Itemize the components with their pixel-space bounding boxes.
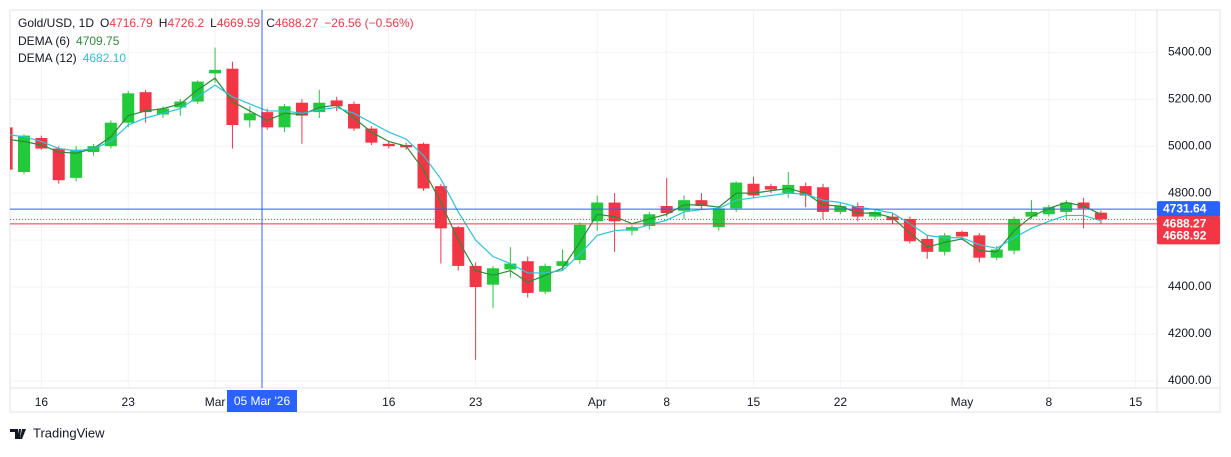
- candle-body: [417, 143, 430, 189]
- y-tick-label: 5000.00: [1168, 138, 1212, 152]
- x-tick-label: 8: [663, 395, 670, 409]
- ohlc-label: H: [159, 16, 168, 30]
- ohlc-value: 4726.2: [167, 16, 204, 30]
- candle-body: [521, 261, 534, 293]
- x-tick-label: 15: [1129, 395, 1143, 409]
- candle-body: [35, 137, 48, 149]
- candle-body: [539, 265, 552, 292]
- candle-body: [712, 208, 725, 228]
- candle-body: [799, 186, 812, 196]
- candle-body: [122, 93, 135, 123]
- x-tick-label: 16: [382, 395, 396, 409]
- y-tick-label: 4400.00: [1168, 279, 1212, 293]
- candle-body: [348, 103, 361, 129]
- dema-line: [10, 84, 1102, 274]
- candle-body: [591, 202, 604, 222]
- x-tick-label: 16: [35, 395, 49, 409]
- candle-body: [955, 231, 968, 237]
- plot: [10, 47, 1107, 360]
- candle-body: [730, 182, 743, 209]
- candle-body: [156, 108, 169, 115]
- candle-body: [191, 81, 204, 102]
- legend-value: 4682.10: [83, 51, 127, 65]
- candle-body: [747, 183, 760, 196]
- x-tick-label: Apr: [588, 395, 607, 409]
- candle-body: [1060, 202, 1073, 212]
- candle-body: [1042, 207, 1055, 215]
- legend-label: DEMA (6): [18, 34, 70, 48]
- ohlc-label: O: [100, 16, 109, 30]
- brand-name: TradingView: [33, 425, 105, 440]
- legend-entry: DEMA (12) 4682.10: [18, 51, 126, 65]
- candle-body: [643, 214, 656, 226]
- candle-body: [452, 227, 465, 266]
- candle-body: [469, 265, 482, 288]
- candle-body: [434, 186, 447, 229]
- ohlc-value: 4669.59: [217, 16, 261, 30]
- brand-logo: [10, 429, 26, 439]
- crosshair-tag: [227, 390, 297, 412]
- price-tag: [1157, 216, 1220, 233]
- change: −26.56 (−0.56%): [324, 16, 413, 30]
- candle-body: [209, 69, 222, 74]
- axes: 4000.004200.004400.004600.004800.005000.…: [10, 10, 1220, 412]
- x-tick-label: 15: [747, 395, 761, 409]
- x-tick-label: Mar: [205, 395, 226, 409]
- candle-body: [1008, 218, 1021, 251]
- candle-body: [278, 106, 291, 128]
- price-tag-label: 4731.64: [1163, 201, 1207, 215]
- price-tag: [1157, 201, 1220, 218]
- candle-body: [938, 235, 951, 252]
- legend-value: 4709.75: [76, 34, 120, 48]
- candle-body: [70, 149, 83, 178]
- y-tick-label: 5200.00: [1168, 91, 1212, 105]
- y-tick-label: 4200.00: [1168, 326, 1212, 340]
- candle-body: [990, 249, 1003, 258]
- legend-entry: DEMA (6) 4709.75: [18, 34, 120, 48]
- candle-body: [365, 128, 378, 143]
- ohlc-value: 4716.79: [109, 16, 153, 30]
- chart-title: Gold/USD, 1D: [18, 16, 94, 30]
- candle-body: [764, 186, 777, 190]
- candle-body: [504, 263, 517, 270]
- header: Gold/USD, 1D O4716.79 H4726.2 L4669.59 C4688…: [18, 16, 414, 30]
- crosshair-label: 05 Mar '26: [234, 394, 291, 408]
- ohlc-value: 4688.27: [275, 16, 319, 30]
- price-tag-label: 4668.92: [1163, 229, 1207, 243]
- y-tick-label: 4800.00: [1168, 185, 1212, 199]
- y-tick-label: 4000.00: [1168, 373, 1212, 387]
- x-tick-label: 23: [122, 395, 136, 409]
- candle-body: [1094, 212, 1107, 220]
- candle-body: [104, 122, 117, 147]
- x-tick-label: 22: [834, 395, 848, 409]
- candle-body: [486, 268, 499, 285]
- price-tag: [1157, 228, 1220, 245]
- candle-body: [869, 211, 882, 217]
- candle-body: [973, 235, 986, 258]
- candle-body: [10, 127, 13, 170]
- candle-body: [52, 148, 65, 181]
- grid: [10, 10, 1157, 388]
- legend-label: DEMA (12): [18, 51, 77, 65]
- y-tick-label: 5400.00: [1168, 44, 1212, 58]
- candle-body: [243, 113, 256, 121]
- candle-body: [18, 135, 30, 172]
- price-tag-label: 4688.27: [1163, 216, 1207, 230]
- candle-body: [921, 238, 934, 252]
- candle-body: [382, 143, 395, 147]
- candle-body: [695, 200, 708, 207]
- dema-line: [10, 77, 1102, 284]
- x-tick-label: May: [951, 395, 974, 409]
- x-tick-label: 23: [469, 395, 483, 409]
- candle-body: [556, 261, 569, 266]
- candle-body: [139, 92, 152, 113]
- ohlc-label: L: [210, 16, 217, 30]
- ohlc-label: C: [266, 16, 275, 30]
- candle-body: [851, 206, 864, 217]
- x-tick-label: 8: [1045, 395, 1052, 409]
- candle-body: [1025, 211, 1038, 217]
- candle-body: [330, 100, 343, 107]
